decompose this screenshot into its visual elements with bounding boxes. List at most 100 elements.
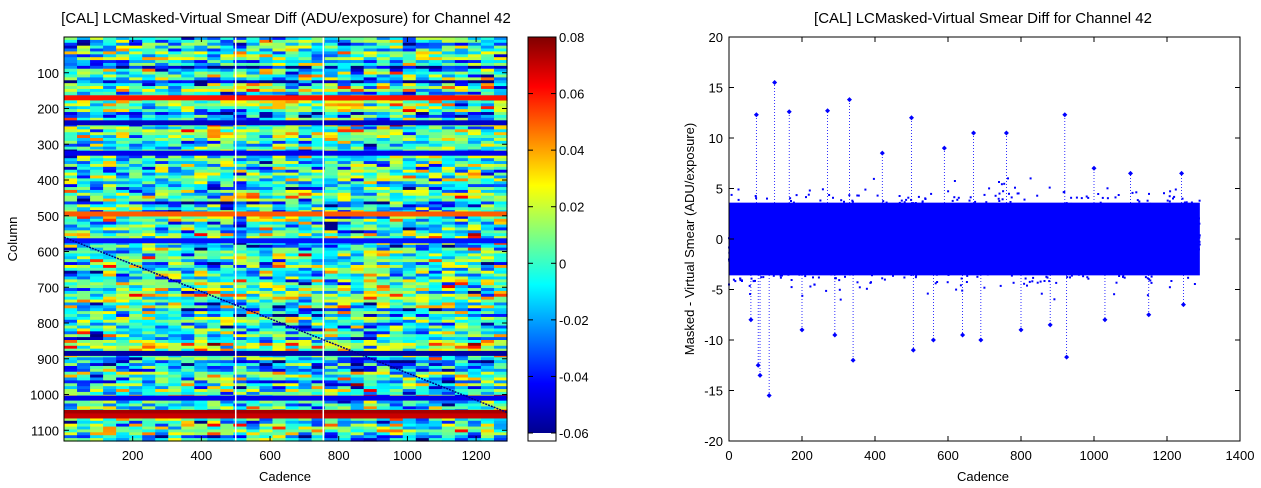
- heatmap-cell: [77, 386, 91, 390]
- heatmap-cell: [285, 80, 300, 84]
- heatmap-cell: [272, 365, 287, 370]
- heatmap-cell: [337, 244, 352, 249]
- heatmap-cell: [428, 161, 443, 165]
- heatmap-cell: [272, 83, 287, 87]
- heatmap-cell: [194, 273, 208, 278]
- heatmap-cell: [493, 311, 508, 315]
- heatmap-cell: [77, 155, 91, 159]
- heatmap-cell: [363, 267, 378, 272]
- heatmap-cell: [363, 155, 378, 159]
- heatmap-cell: [142, 299, 156, 304]
- heatmap-cell: [363, 42, 378, 47]
- heatmap-cell: [116, 109, 130, 113]
- heatmap-cell: [155, 129, 169, 133]
- heatmap-cell: [298, 189, 313, 194]
- heatmap-axes-box: [63, 36, 508, 442]
- heatmap-cell: [129, 389, 143, 393]
- heatmap-cell: [77, 100, 91, 104]
- heatmap-cell: [311, 123, 326, 128]
- heatmap-cell: [285, 204, 300, 208]
- heatmap-cell: [493, 221, 508, 226]
- heatmap-cell: [441, 109, 456, 113]
- heatmap-cell: [493, 135, 508, 139]
- heatmap-cell: [103, 426, 117, 431]
- heatmap-cell: [233, 365, 248, 370]
- heatmap-cell: [363, 158, 378, 162]
- heatmap-cell: [311, 184, 326, 188]
- colorbar-box: [527, 36, 557, 442]
- heatmap-cell: [467, 438, 482, 442]
- heatmap-cell: [103, 288, 117, 292]
- heatmap-cell: [467, 241, 482, 246]
- heatmap-cell: [415, 135, 430, 139]
- heatmap-cell: [402, 135, 417, 139]
- heatmap-cell: [103, 290, 117, 295]
- heatmap-cell: [285, 169, 300, 174]
- heatmap-cell: [441, 71, 456, 76]
- heatmap-cell: [363, 429, 378, 433]
- heatmap-cell: [415, 331, 430, 335]
- heatmap-cell: [90, 140, 104, 145]
- heatmap-cell: [233, 374, 248, 379]
- heatmap-cell: [272, 348, 287, 353]
- heatmap-cell: [259, 143, 274, 148]
- heatmap-cell: [233, 91, 248, 96]
- heatmap-cell: [233, 204, 248, 208]
- heatmap-cell: [207, 204, 221, 208]
- heatmap-cell: [155, 374, 169, 379]
- heatmap-cell: [415, 68, 430, 73]
- heatmap-cell: [480, 380, 495, 384]
- heatmap-cell: [272, 163, 287, 168]
- heatmap-cell: [324, 204, 339, 208]
- heatmap-cell: [441, 91, 456, 96]
- heatmap-cell: [233, 340, 248, 344]
- heatmap-cell: [142, 403, 156, 407]
- heatmap-cell: [207, 86, 221, 90]
- heatmap-cell: [220, 432, 234, 436]
- heatmap-cell: [324, 184, 339, 188]
- heatmap-cell: [376, 129, 391, 133]
- heatmap-cell: [493, 198, 508, 203]
- heatmap-cell: [220, 391, 234, 396]
- heatmap-cell: [350, 357, 365, 361]
- heatmap-cell: [142, 371, 156, 376]
- heatmap-cell: [298, 360, 313, 364]
- heatmap-cell: [129, 328, 143, 332]
- heatmap-cell: [246, 264, 261, 269]
- heatmap-cell: [246, 158, 261, 162]
- heatmap-cell: [285, 39, 300, 44]
- heatmap-cell: [363, 438, 378, 442]
- heatmap-cell: [363, 406, 378, 410]
- heatmap-cell: [64, 181, 78, 185]
- heatmap-cell: [155, 363, 169, 367]
- heatmap-cell: [324, 285, 339, 289]
- heatmap-cell: [285, 100, 300, 104]
- heatmap-cell: [376, 192, 391, 197]
- heatmap-cell: [116, 377, 130, 381]
- heatmap-cell: [90, 432, 104, 436]
- heatmap-cell: [103, 273, 117, 278]
- heatmap-cell: [376, 126, 391, 130]
- heatmap-cell: [181, 218, 195, 223]
- heatmap-cell: [428, 192, 443, 197]
- heatmap-cell: [233, 264, 248, 269]
- heatmap-cell: [220, 288, 234, 292]
- heatmap-cell: [168, 71, 182, 76]
- heatmap-cell: [376, 285, 391, 289]
- heatmap-cell: [402, 184, 417, 188]
- heatmap-cell: [168, 218, 182, 223]
- heatmap-cell: [441, 230, 456, 234]
- heatmap-cell: [428, 337, 443, 341]
- heatmap-cell: [207, 426, 221, 431]
- heatmap-cell: [77, 302, 91, 306]
- heatmap-cell: [467, 233, 482, 237]
- heatmap-cell: [259, 311, 274, 315]
- heatmap-cell: [181, 345, 195, 350]
- heatmap-cell: [298, 244, 313, 249]
- heatmap-cell: [376, 74, 391, 78]
- heatmap-cell: [467, 218, 482, 223]
- heatmap-cell: [493, 184, 508, 188]
- heatmap-cell: [363, 117, 378, 122]
- heatmap-cell: [103, 259, 117, 263]
- heatmap-cell: [441, 175, 456, 179]
